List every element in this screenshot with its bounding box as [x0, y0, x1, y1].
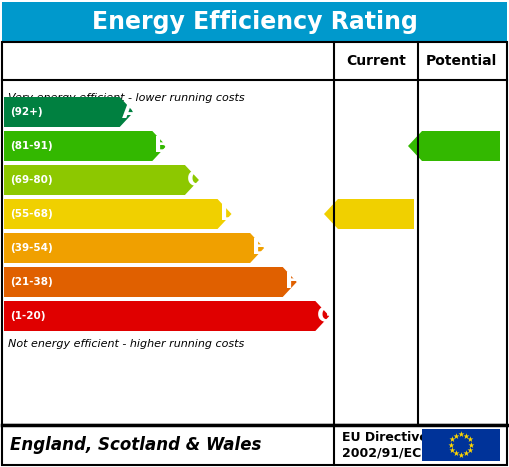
Text: Very energy efficient - lower running costs: Very energy efficient - lower running co… — [8, 93, 245, 103]
Polygon shape — [4, 199, 232, 229]
Text: E: E — [252, 238, 267, 258]
Text: ★: ★ — [468, 440, 475, 450]
FancyBboxPatch shape — [422, 429, 500, 461]
Text: (92+): (92+) — [10, 107, 43, 117]
Text: ★: ★ — [463, 449, 470, 459]
Text: ★: ★ — [447, 440, 454, 450]
Text: C: C — [187, 170, 203, 190]
Text: EU Directive
2002/91/EC: EU Directive 2002/91/EC — [342, 431, 428, 459]
Text: Energy Efficiency Rating: Energy Efficiency Rating — [92, 10, 417, 34]
Text: (21-38): (21-38) — [10, 277, 53, 287]
Polygon shape — [4, 267, 297, 297]
Text: ★: ★ — [458, 430, 464, 439]
Polygon shape — [408, 131, 500, 161]
Text: F: F — [285, 272, 300, 292]
Text: D: D — [219, 204, 238, 224]
Text: (81-91): (81-91) — [10, 141, 52, 151]
Text: (69-80): (69-80) — [10, 175, 52, 185]
Polygon shape — [4, 131, 166, 161]
Text: (55-68): (55-68) — [10, 209, 53, 219]
Polygon shape — [4, 97, 134, 127]
Text: ★: ★ — [449, 435, 456, 445]
Text: ★: ★ — [449, 446, 456, 454]
Text: Not energy efficient - higher running costs: Not energy efficient - higher running co… — [8, 339, 244, 349]
Text: 83: 83 — [449, 136, 480, 156]
Text: ★: ★ — [453, 432, 459, 441]
Polygon shape — [4, 301, 329, 331]
Text: ★: ★ — [466, 446, 473, 454]
Text: ★: ★ — [458, 451, 464, 460]
Text: ★: ★ — [453, 449, 459, 459]
Text: ★: ★ — [463, 432, 470, 441]
Polygon shape — [324, 199, 414, 229]
Text: (39-54): (39-54) — [10, 243, 53, 253]
Text: ★: ★ — [466, 435, 473, 445]
Text: G: G — [317, 306, 335, 326]
FancyBboxPatch shape — [2, 2, 507, 42]
Text: A: A — [122, 102, 139, 122]
Text: England, Scotland & Wales: England, Scotland & Wales — [10, 436, 262, 454]
Text: Potential: Potential — [426, 54, 497, 68]
Text: Current: Current — [346, 54, 406, 68]
Text: 57: 57 — [364, 204, 395, 224]
Polygon shape — [4, 233, 264, 263]
Text: B: B — [154, 136, 172, 156]
Text: (1-20): (1-20) — [10, 311, 45, 321]
Polygon shape — [4, 165, 199, 195]
